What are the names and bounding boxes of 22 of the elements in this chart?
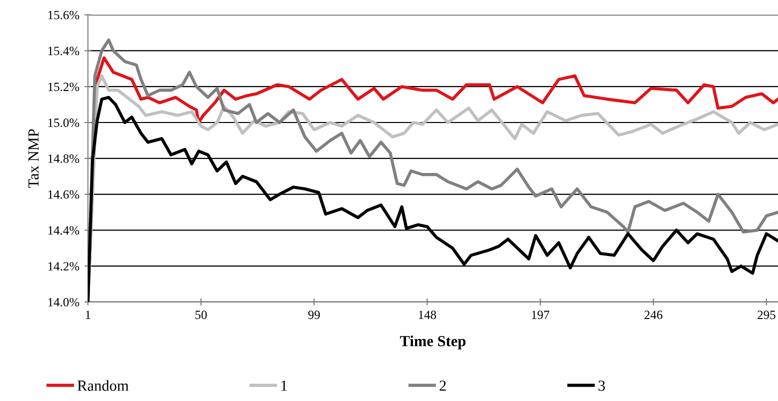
x-axis-title: Time Step — [400, 336, 466, 350]
y-tick-label: 14.4% — [48, 226, 80, 235]
x-tick-label: 50 — [195, 310, 207, 320]
legend-label: 3 — [598, 380, 605, 391]
y-tick-label: 14.6% — [48, 190, 80, 199]
x-tick-label: 148 — [418, 310, 436, 320]
y-tick-label: 15.0% — [48, 118, 80, 128]
x-tick-label: 1 — [86, 310, 90, 319]
y-tick-label: 14.8% — [48, 154, 80, 163]
legend-label: 2 — [440, 380, 446, 391]
x-tick-label: 197 — [532, 310, 550, 320]
y-tick-label: 14.0% — [48, 298, 80, 306]
x-tick-label: 246 — [644, 310, 662, 320]
y-tick-label: 15.4% — [48, 46, 80, 56]
y-axis-title: Tax NMP — [28, 129, 39, 188]
y-tick-label: 15.2% — [48, 82, 80, 92]
x-tick-label: 295 — [758, 310, 776, 320]
y-tick-label: 14.2% — [48, 262, 80, 271]
legend-label: Random — [77, 380, 129, 391]
y-tick-label: 15.6% — [48, 10, 80, 20]
x-tick-label: 99 — [308, 310, 320, 320]
legend-label: 1 — [281, 380, 287, 391]
